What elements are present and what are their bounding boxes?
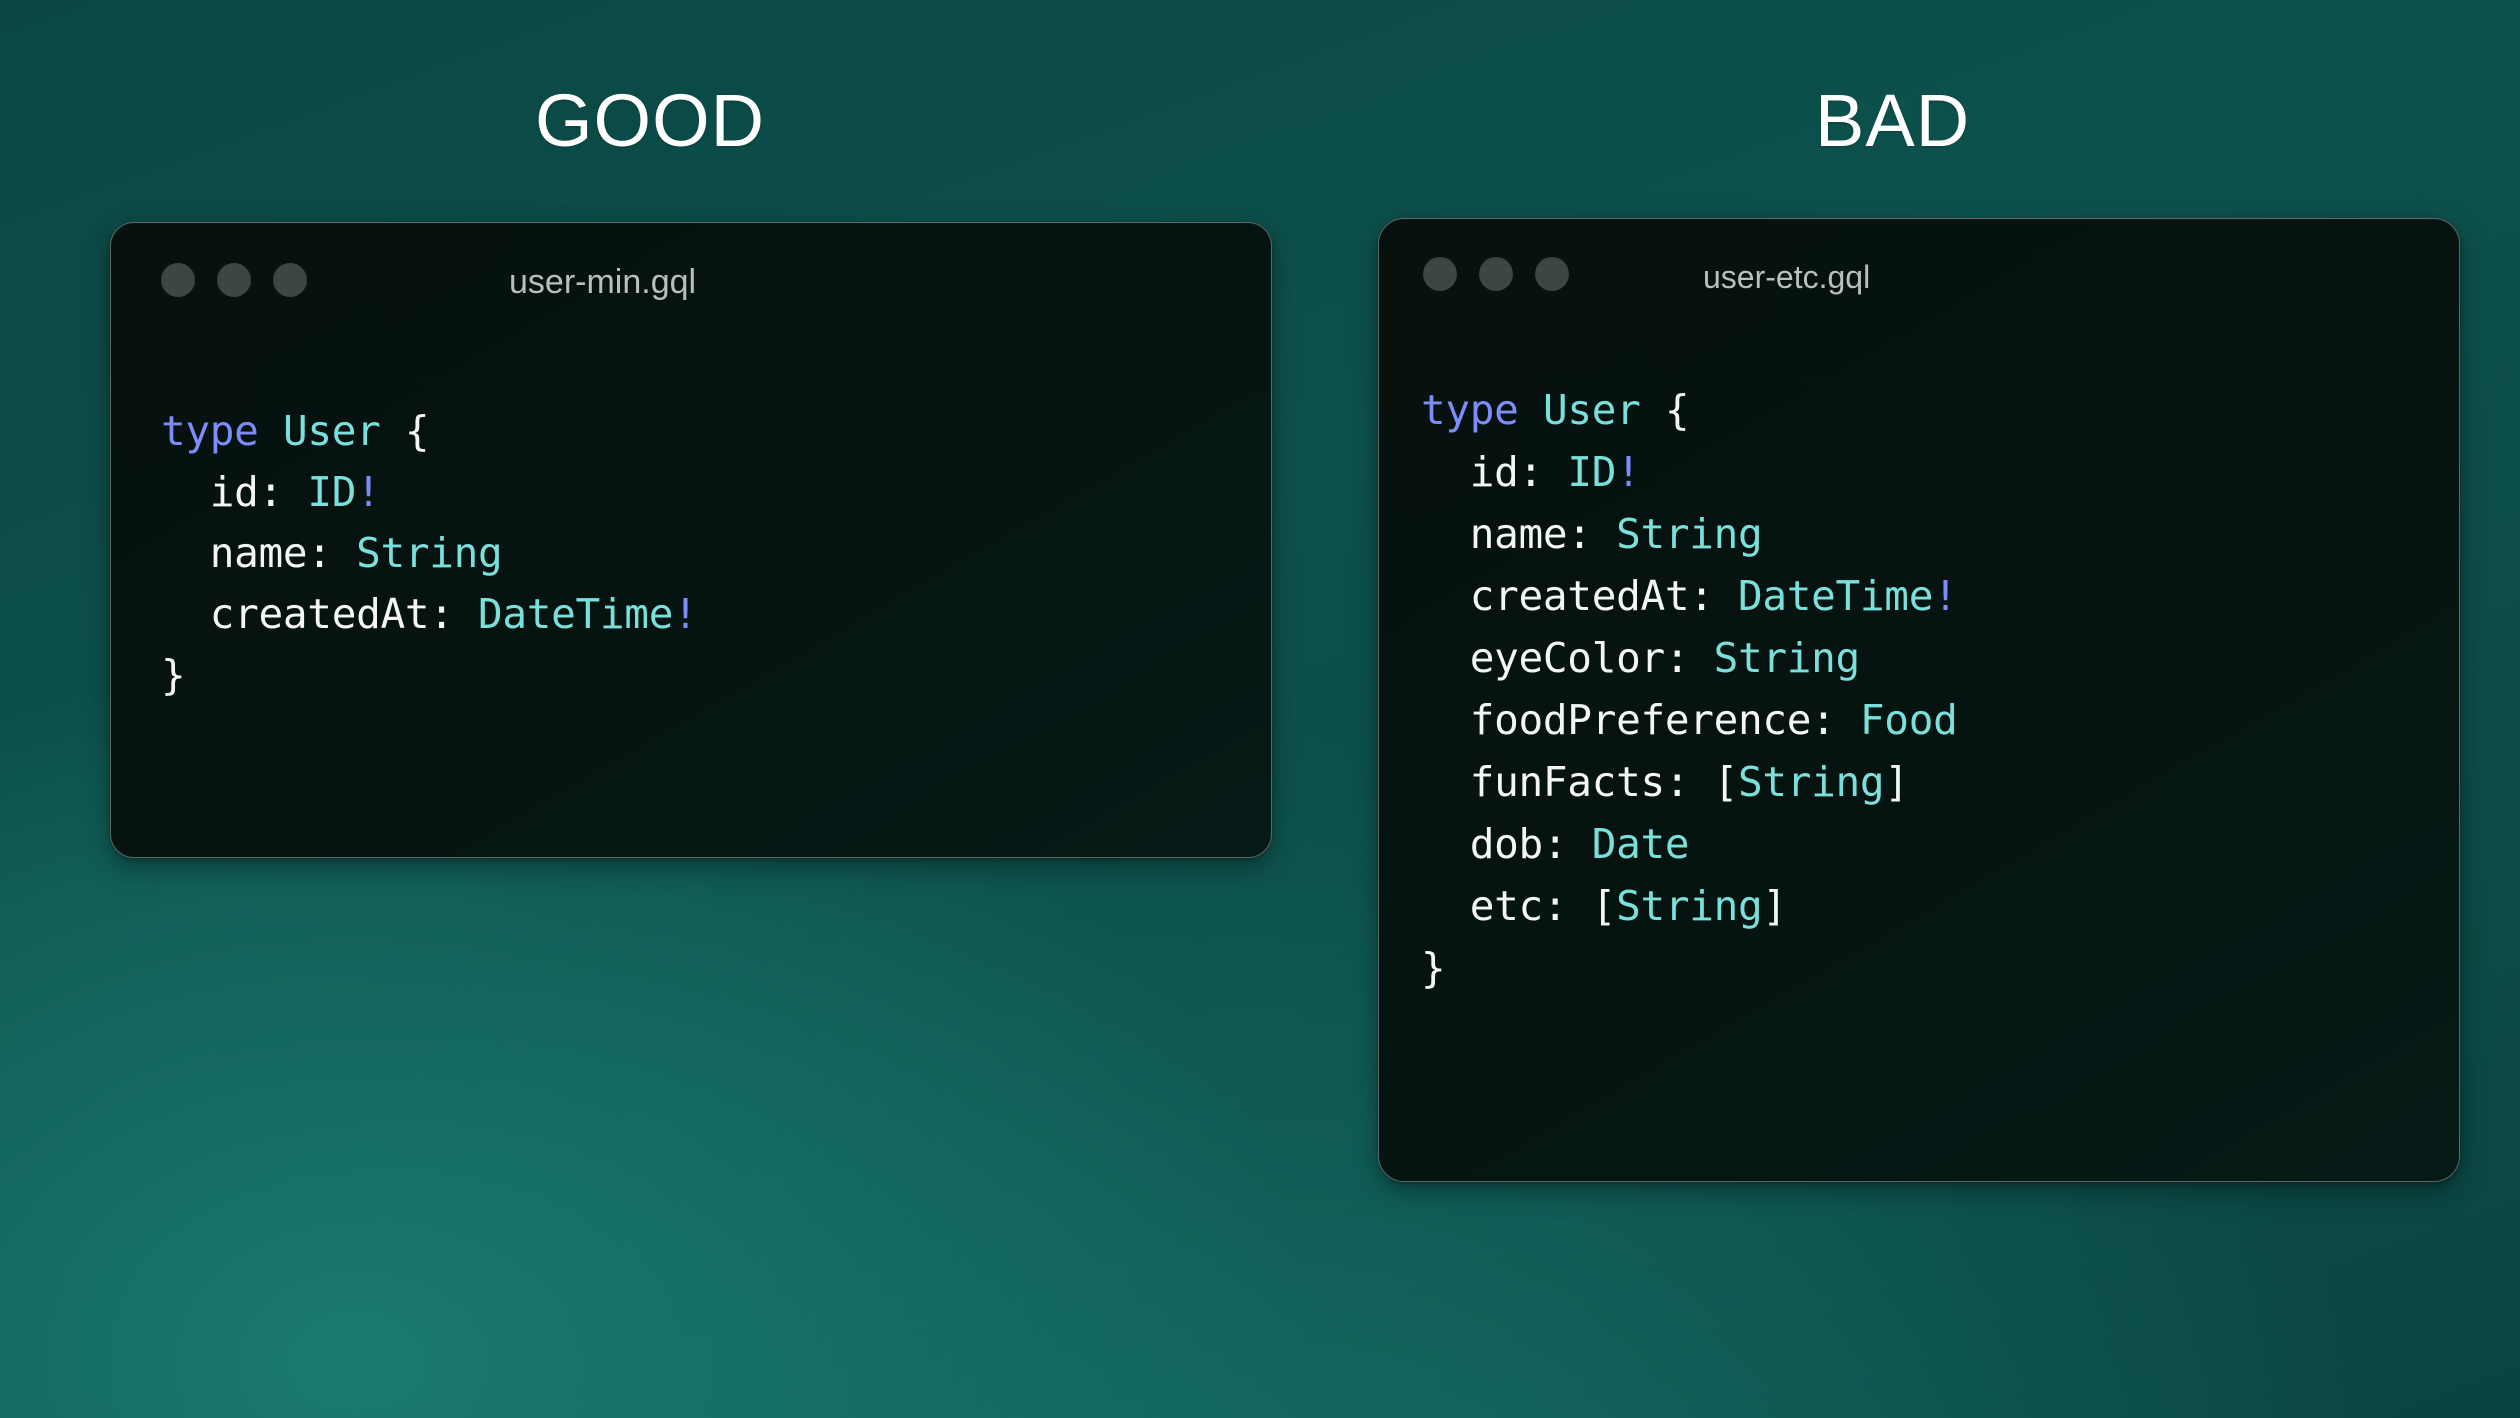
- code-token-type: ID: [307, 468, 357, 516]
- code-token-type: String: [1616, 882, 1763, 930]
- code-token-field: dob:: [1421, 820, 1592, 868]
- window-controls-bad: [1423, 257, 1569, 291]
- code-token-field: funFacts: [: [1421, 758, 1739, 806]
- code-token-punct: [1519, 386, 1543, 434]
- code-line: id: ID!: [161, 462, 697, 523]
- code-token-field: foodPreference:: [1421, 696, 1860, 744]
- code-line: type User {: [161, 401, 697, 462]
- minimize-dot-icon[interactable]: [217, 263, 251, 297]
- close-dot-icon[interactable]: [161, 263, 195, 297]
- code-token-field: etc: [: [1421, 882, 1617, 930]
- code-line: eyeColor: String: [1421, 627, 1957, 689]
- card-titlebar-bad: user-etc.gql: [1379, 219, 2459, 331]
- code-line: type User {: [1421, 379, 1957, 441]
- code-line: dob: Date: [1421, 813, 1957, 875]
- close-dot-icon[interactable]: [1423, 257, 1457, 291]
- code-token-type: String: [1738, 758, 1885, 806]
- code-token-punct: ]: [1884, 758, 1909, 806]
- window-controls-good: [161, 263, 307, 297]
- code-line: createdAt: DateTime!: [1421, 565, 1958, 627]
- filename-label-good: user-min.gql: [509, 263, 697, 301]
- filename-label-bad: user-etc.gql: [1703, 259, 1871, 295]
- code-block-good: type User { id: ID! name: String created…: [161, 401, 698, 706]
- code-line: name: String: [161, 523, 697, 584]
- code-token-field: id:: [1421, 448, 1568, 496]
- bad-heading: BAD: [1815, 79, 1971, 162]
- code-token-type: User: [1542, 386, 1641, 434]
- code-token-type: User: [282, 407, 381, 455]
- code-token-field: eyeColor:: [1421, 634, 1714, 682]
- code-token-field: createdAt:: [1421, 572, 1738, 620]
- code-line: }: [161, 645, 697, 706]
- maximize-dot-icon[interactable]: [1535, 257, 1569, 291]
- code-block-bad: type User { id: ID! name: String created…: [1421, 379, 1958, 999]
- code-token-type: DateTime: [1738, 572, 1934, 620]
- code-token-field: name:: [161, 529, 357, 577]
- code-token-bang: !: [1933, 572, 1958, 620]
- card-titlebar-good: user-min.gql: [111, 223, 1271, 335]
- code-token-type: DateTime: [478, 590, 674, 638]
- code-token-punct: ]: [1762, 882, 1787, 930]
- code-token-type: String: [1713, 634, 1861, 682]
- code-token-keyword: type: [161, 407, 259, 455]
- code-line: createdAt: DateTime!: [161, 584, 698, 645]
- code-token-punct: {: [380, 407, 430, 455]
- code-line: }: [1421, 937, 1957, 999]
- code-token-bang: !: [356, 468, 381, 516]
- code-line: foodPreference: Food: [1421, 689, 1958, 751]
- code-token-field: name:: [1421, 510, 1617, 558]
- code-line: funFacts: [String]: [1421, 751, 1957, 813]
- code-token-punct: }: [1421, 944, 1446, 992]
- code-line: etc: [String]: [1421, 875, 1957, 937]
- code-token-punct: [259, 407, 283, 455]
- code-line: name: String: [1421, 503, 1957, 565]
- code-token-type: String: [1616, 510, 1763, 558]
- minimize-dot-icon[interactable]: [1479, 257, 1513, 291]
- code-token-field: createdAt:: [161, 590, 478, 638]
- code-token-keyword: type: [1421, 386, 1519, 434]
- code-token-bang: !: [1616, 448, 1641, 496]
- maximize-dot-icon[interactable]: [273, 263, 307, 297]
- code-token-type: Date: [1591, 820, 1690, 868]
- code-token-field: id:: [161, 468, 308, 516]
- code-card-bad: user-etc.gql type User { id: ID! name: S…: [1378, 218, 2460, 1182]
- good-heading: GOOD: [535, 79, 766, 162]
- code-token-type: ID: [1567, 448, 1617, 496]
- code-token-bang: !: [673, 590, 698, 638]
- code-token-type: String: [356, 529, 503, 577]
- code-token-punct: }: [161, 651, 186, 699]
- code-token-type: Food: [1859, 696, 1958, 744]
- code-line: id: ID!: [1421, 441, 1957, 503]
- code-token-punct: {: [1640, 386, 1690, 434]
- code-card-good: user-min.gql type User { id: ID! name: S…: [110, 222, 1272, 858]
